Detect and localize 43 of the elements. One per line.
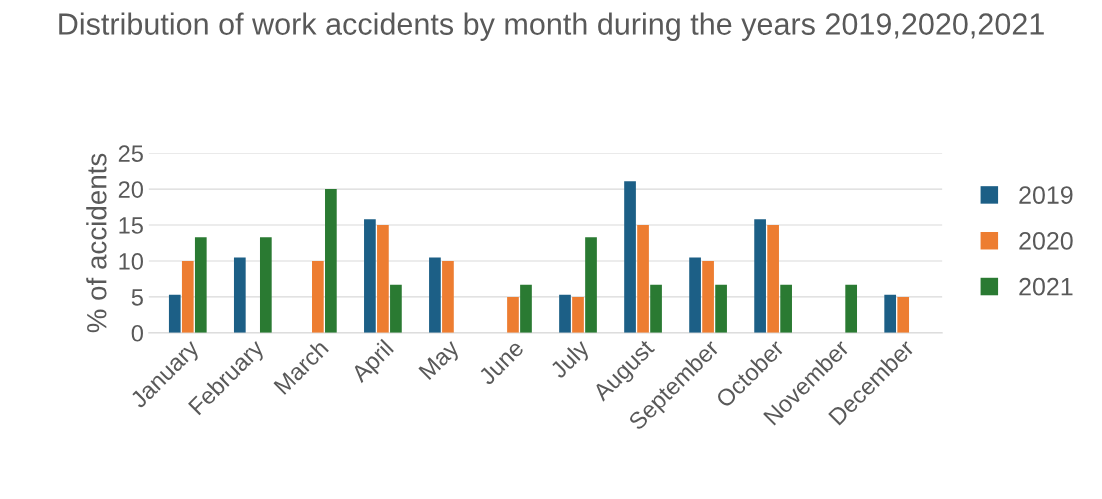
bar <box>233 257 246 333</box>
bar <box>181 260 194 333</box>
x-tick-label: July <box>548 337 594 383</box>
chart-title: Distribution of work accidents by month during the years 2019,2020,2021 <box>59 12 1044 41</box>
bar <box>767 225 779 333</box>
bar <box>377 225 389 333</box>
x-tick-label: May <box>418 338 464 384</box>
bar <box>754 219 766 333</box>
legend-label: 2020 <box>1019 232 1073 250</box>
bar <box>689 257 701 333</box>
bar <box>429 257 441 333</box>
bar <box>442 260 454 333</box>
bar <box>559 294 571 333</box>
bar <box>572 296 584 333</box>
bar <box>624 181 636 333</box>
bar <box>168 294 181 333</box>
y-tick-label: 5 <box>131 289 143 306</box>
x-tick-label: June <box>477 339 525 386</box>
bar <box>715 284 727 333</box>
bar <box>507 296 519 333</box>
bar <box>364 219 376 333</box>
legend-label: 2019 <box>1019 186 1073 204</box>
bar <box>325 189 337 333</box>
bar <box>845 284 858 333</box>
y-tick-label: 25 <box>118 145 143 162</box>
bar <box>780 284 792 333</box>
bar <box>637 225 649 333</box>
bar <box>194 237 207 333</box>
legend-label: 2021 <box>1019 277 1073 296</box>
y-tick-label: 20 <box>118 181 143 198</box>
bar <box>884 294 897 333</box>
bar <box>650 284 662 333</box>
y-tick-label: 10 <box>119 253 143 270</box>
y-tick-label: 0 <box>131 324 143 342</box>
y-axis-title: % of accidents <box>86 153 107 333</box>
bar <box>520 284 532 333</box>
bar <box>897 296 910 333</box>
bar <box>390 284 402 333</box>
y-tick-label: 15 <box>119 217 143 234</box>
bar <box>259 237 272 333</box>
bar <box>312 260 324 333</box>
bar <box>702 260 714 333</box>
bar <box>585 237 597 333</box>
